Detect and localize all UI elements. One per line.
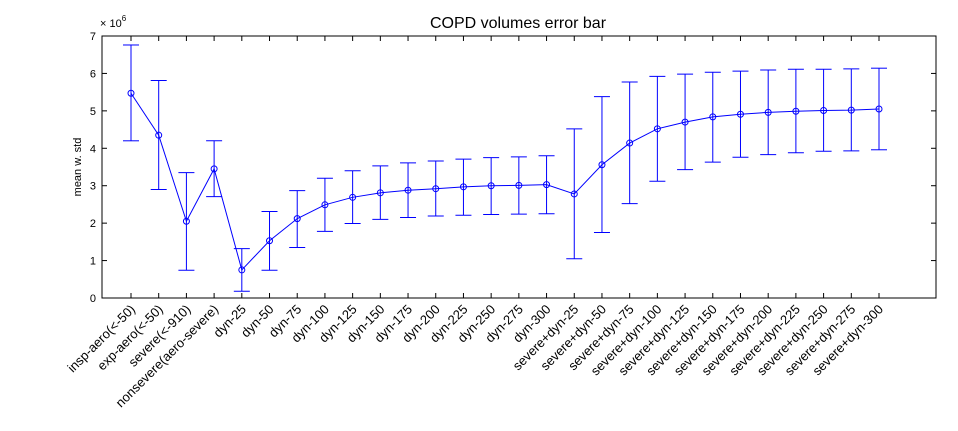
y-tick-label: 3 [90,181,96,193]
data-point [376,189,384,197]
y-tick-label: 4 [90,143,96,155]
data-point [736,110,744,118]
data-point [210,165,218,173]
y-multiplier-base: × 10 [100,18,122,30]
data-point [266,237,274,245]
data-point [432,185,440,193]
data-point [792,107,800,115]
data-point [487,182,495,190]
data-point [653,125,661,133]
data-point [820,106,828,114]
series-line [130,92,880,271]
x-axis: insp-aero(<-50)exp-aero(<-50)severe(<-91… [64,36,886,410]
y-multiplier-exponent: 6 [122,14,127,23]
data-point [626,139,634,147]
y-tick-label: 1 [90,256,96,268]
data-point [847,106,855,114]
data-point [543,181,551,189]
data-point [764,108,772,116]
data-point [349,193,357,201]
y-tick-label: 0 [90,293,96,305]
data-point [293,215,301,223]
data-point [321,201,329,209]
chart-title: COPD volumes error bar [430,15,607,32]
data-point [182,217,190,225]
data-point [459,183,467,191]
data-point [404,186,412,194]
y-axis-multiplier: × 106 [100,14,127,30]
y-tick-label: 2 [90,218,96,230]
data-point [127,89,135,97]
series-layer [127,89,883,274]
data-point [155,131,163,139]
data-point [515,181,523,189]
data-point [875,105,883,113]
y-axis-label: mean w. std [72,138,84,197]
data-point [238,266,246,274]
y-tick-label: 6 [90,68,96,80]
data-point [709,113,717,121]
y-axis: 0 1 2 3 4 5 6 7 [90,31,936,305]
data-point [598,161,606,169]
y-tick-label: 5 [90,106,96,118]
y-tick-label: 7 [90,31,96,43]
data-point [681,118,689,126]
data-point [570,190,578,198]
